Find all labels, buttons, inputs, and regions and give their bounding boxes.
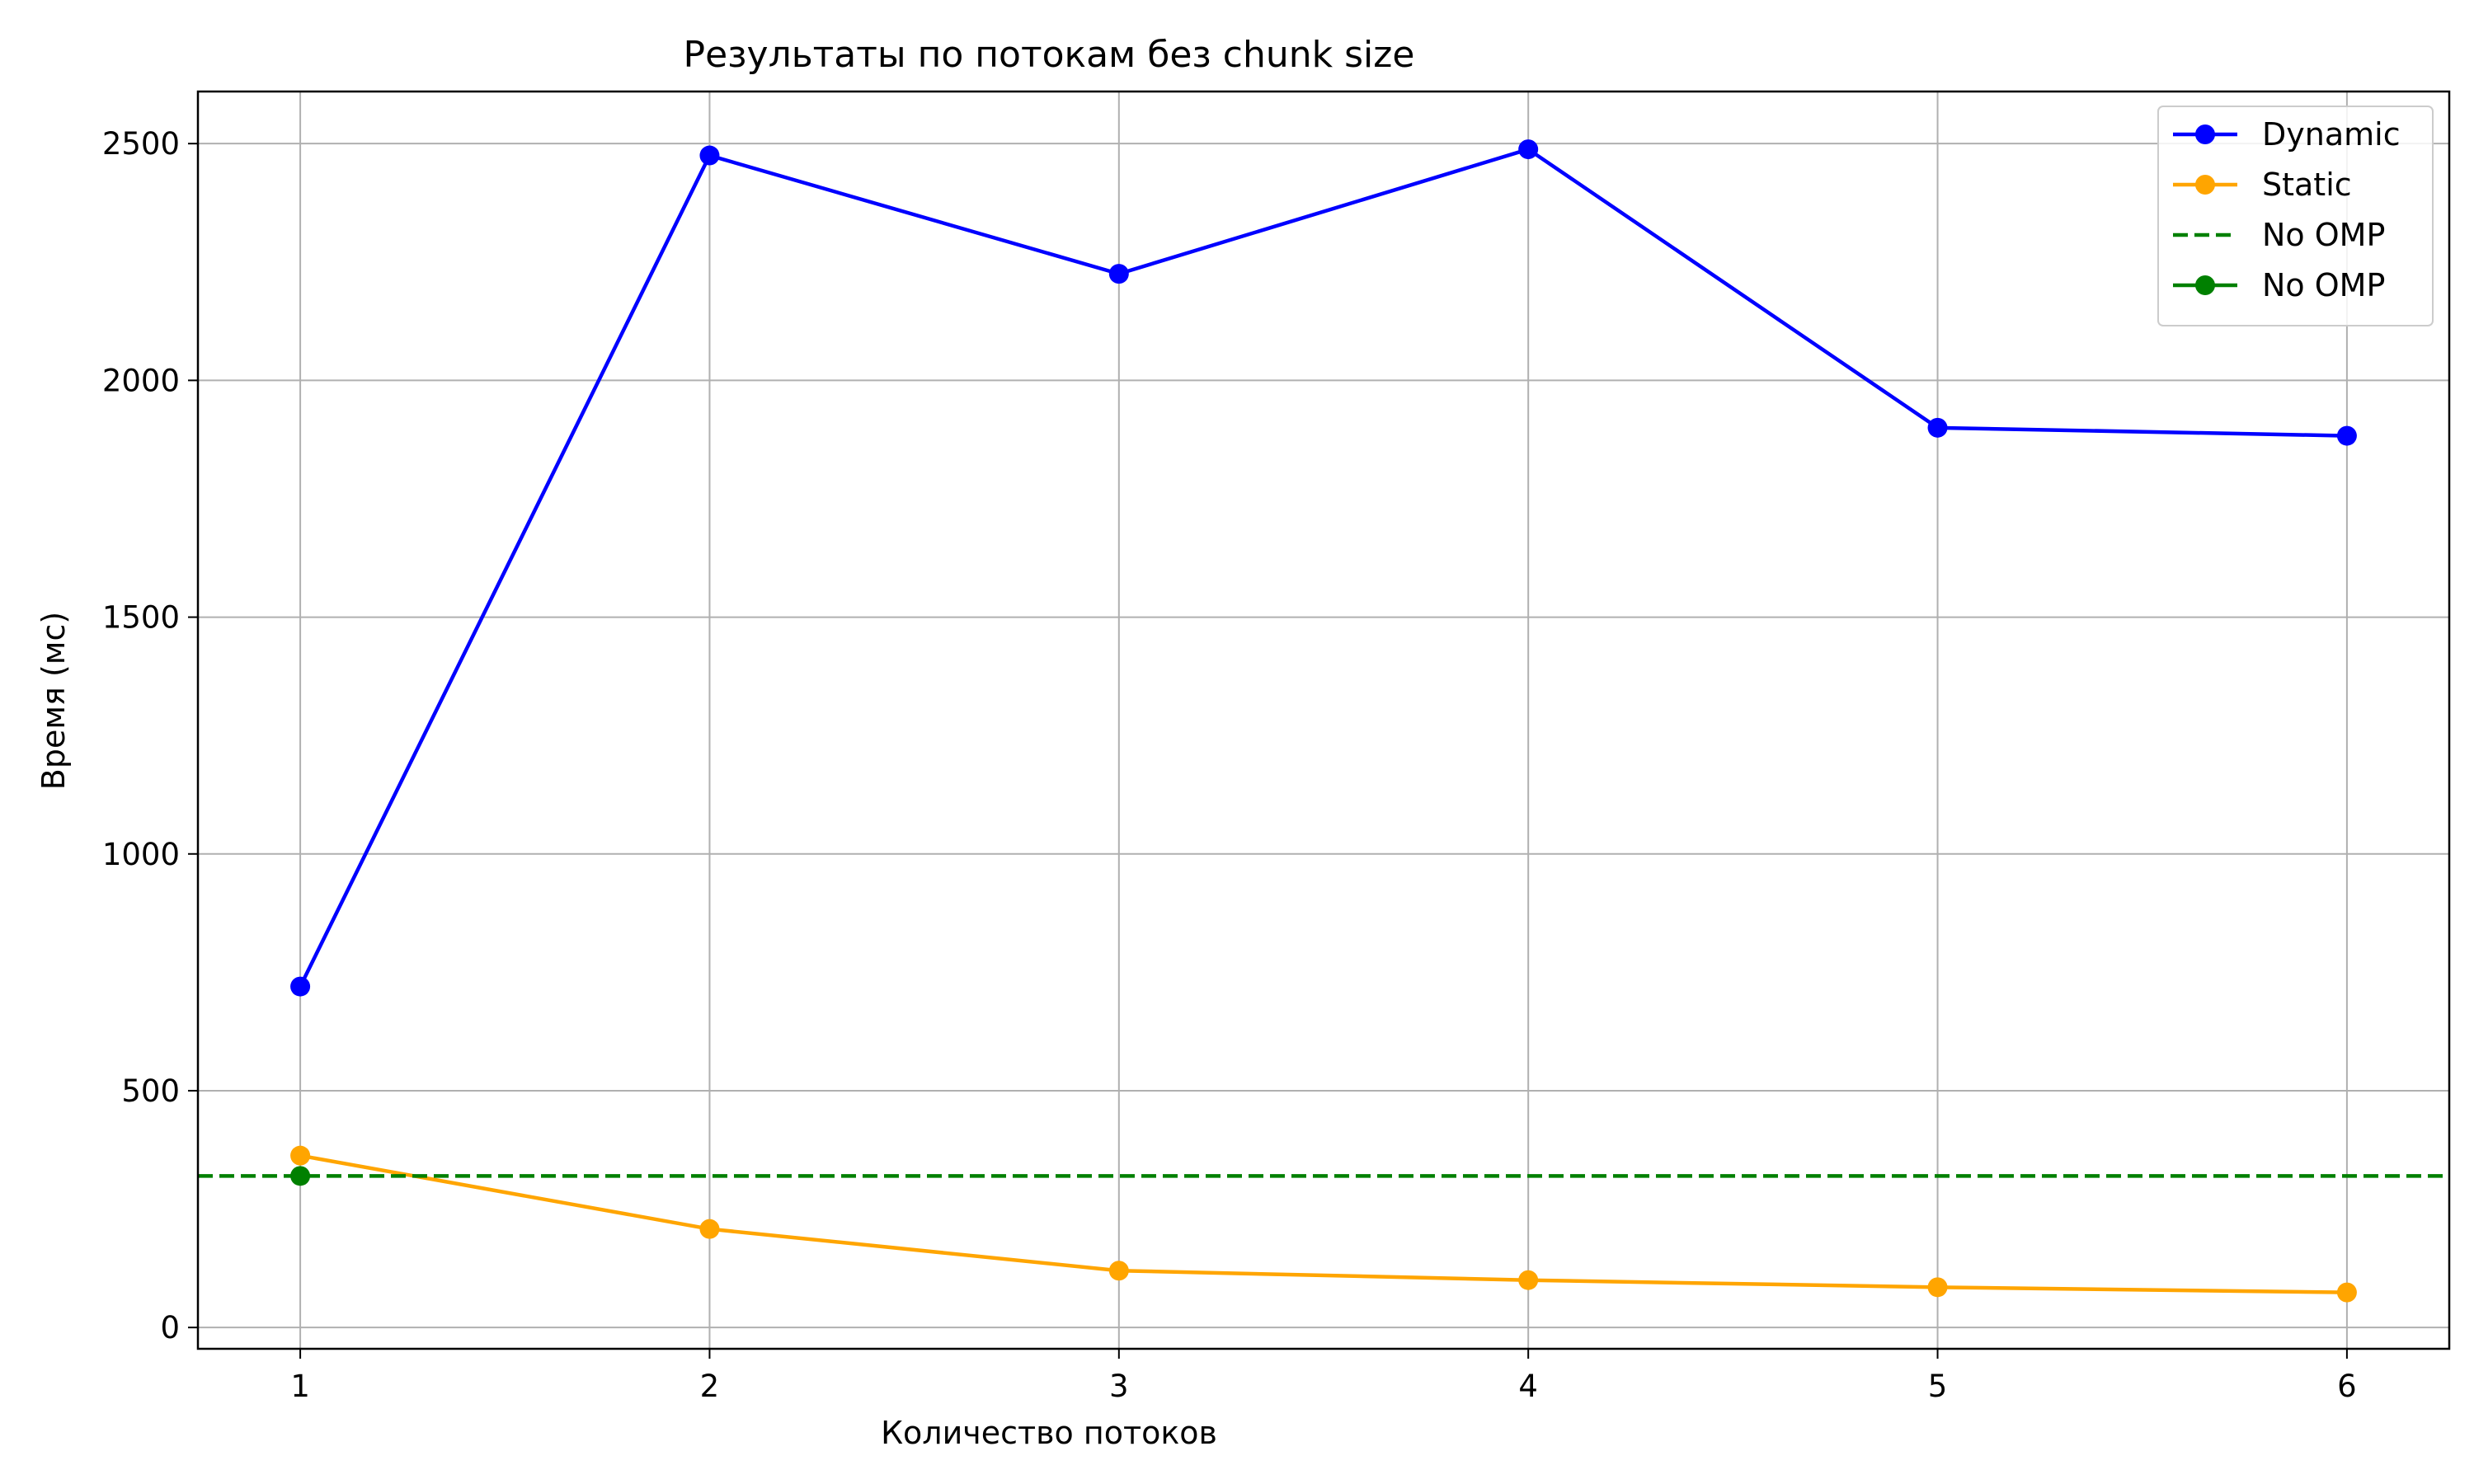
series-static-point xyxy=(2336,1282,2357,1303)
legend: Dynamic Static No OMP No OMP xyxy=(2157,106,2434,326)
series-static-line xyxy=(299,1153,2347,1294)
series-dynamic-point xyxy=(1927,417,1948,438)
plot-frame xyxy=(196,90,2451,1350)
plot-series xyxy=(198,139,2449,1303)
legend-marker xyxy=(2195,175,2215,195)
series-static-point xyxy=(699,1219,720,1239)
y-tick-label: 1000 xyxy=(102,837,180,872)
legend-marker xyxy=(2195,275,2215,295)
x-tick-label: 5 xyxy=(1928,1369,1948,1404)
series-dynamic-point xyxy=(699,145,720,166)
x-tick-label: 3 xyxy=(1109,1369,1129,1404)
y-tick-label: 2500 xyxy=(102,126,180,162)
x-axis-label: Количество потоков xyxy=(881,1415,1217,1451)
x-tick-label: 4 xyxy=(1518,1369,1538,1404)
axis-ticks: 1 2 3 4 5 6 0 500 1000 1500 2000 2500 xyxy=(102,126,2357,1404)
series-static-point xyxy=(1927,1277,1948,1298)
series-dynamic-point xyxy=(1108,264,1129,284)
legend-label: No OMP xyxy=(2262,217,2385,253)
series-dynamic-point xyxy=(290,976,311,997)
legend-label: Dynamic xyxy=(2262,116,2401,153)
series-static-point xyxy=(290,1145,311,1166)
legend-marker xyxy=(2195,124,2215,144)
x-tick-label: 2 xyxy=(700,1369,720,1404)
series-dynamic-line xyxy=(299,147,2347,988)
y-axis-label: Время (мс) xyxy=(35,612,72,790)
legend-box xyxy=(2157,106,2434,326)
series-dynamic-point xyxy=(1518,139,1539,160)
y-tick-label: 1500 xyxy=(102,600,180,636)
series-static-point xyxy=(1518,1270,1539,1290)
series-no-omp-point xyxy=(290,1166,311,1186)
y-tick-label: 2000 xyxy=(102,363,180,398)
series-static-point xyxy=(1108,1261,1129,1281)
legend-label: Static xyxy=(2262,167,2352,203)
y-tick-label: 0 xyxy=(160,1310,180,1345)
series-dynamic-point xyxy=(2336,425,2357,446)
chart-title: Результаты по потокам без chunk size xyxy=(684,34,1415,76)
y-tick-label: 500 xyxy=(121,1073,180,1109)
x-tick-label: 1 xyxy=(290,1369,310,1404)
legend-label: No OMP xyxy=(2262,267,2385,303)
x-tick-label: 6 xyxy=(2337,1369,2357,1404)
